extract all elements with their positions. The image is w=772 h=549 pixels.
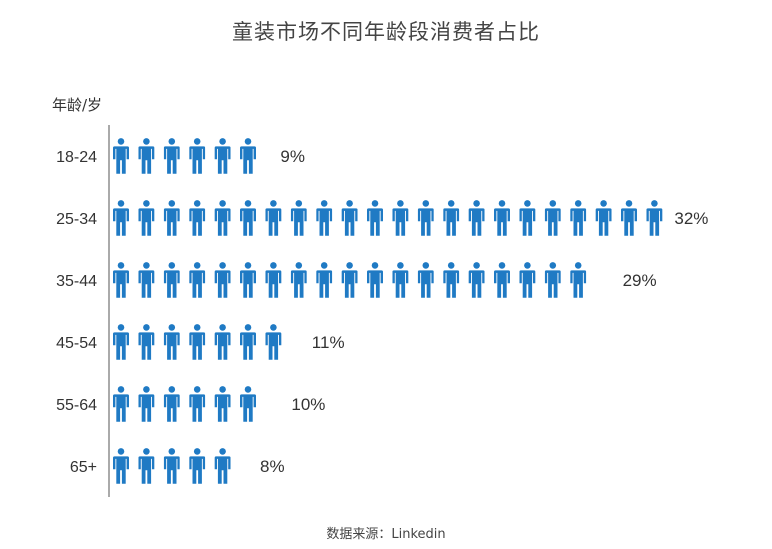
person-icon [519, 200, 536, 236]
person-icon [189, 324, 206, 360]
person-icon [113, 200, 129, 236]
person-icon [417, 200, 434, 236]
person-icon [163, 200, 180, 236]
person-icon [570, 200, 587, 236]
tick-label: 18-24 [56, 149, 97, 166]
source-note: 数据来源：Linkedin [326, 527, 446, 542]
person-icon [214, 200, 231, 236]
person-icon [113, 386, 129, 422]
person-icon [367, 200, 383, 236]
tick-label: 35-44 [56, 273, 97, 290]
person-icon [138, 386, 155, 422]
person-icon [443, 200, 460, 236]
person-icon [214, 386, 231, 422]
person-icon [392, 262, 409, 298]
person-icon [138, 262, 155, 298]
person-icon [367, 262, 383, 298]
person-icon [189, 200, 206, 236]
person-icon [265, 200, 282, 236]
person-icon [113, 448, 129, 484]
data-label: 29% [623, 271, 657, 290]
person-icon [163, 138, 180, 174]
tick-label: 65+ [70, 459, 97, 476]
person-icon [113, 324, 129, 360]
y-axis-label: 年龄/岁 [52, 96, 103, 114]
person-icon [240, 386, 256, 422]
person-icon [163, 386, 180, 422]
person-icon [189, 138, 206, 174]
tick-label: 45-54 [56, 335, 97, 352]
person-icon [621, 200, 637, 236]
person-icon [214, 324, 231, 360]
person-icon [468, 262, 485, 298]
person-icon [341, 262, 358, 298]
person-icon [595, 200, 612, 236]
person-icon [494, 262, 510, 298]
person-icon [189, 262, 206, 298]
person-icon [189, 448, 206, 484]
person-icon [392, 200, 409, 236]
person-icon [113, 138, 129, 174]
person-icon [138, 324, 155, 360]
person-icon-partial [290, 324, 300, 360]
person-icon [265, 324, 282, 360]
person-icon [494, 200, 510, 236]
person-icon [265, 262, 282, 298]
person-icon [443, 262, 460, 298]
person-icon [519, 262, 536, 298]
person-icon [544, 200, 561, 236]
person-icon [290, 200, 307, 236]
person-icon [214, 138, 231, 174]
person-icon [214, 262, 231, 298]
data-label: 9% [280, 147, 305, 166]
person-icon-partial [265, 138, 269, 174]
person-icon [240, 200, 256, 236]
person-icon [290, 262, 307, 298]
person-icon [468, 200, 485, 236]
person-icon [417, 262, 434, 298]
data-label: 10% [291, 395, 325, 414]
person-icon [214, 448, 231, 484]
person-icon [240, 324, 256, 360]
person-icon [570, 262, 587, 298]
person-icon-partial [265, 386, 280, 422]
person-icon-partial [240, 448, 248, 484]
person-icon [646, 200, 663, 236]
tick-label: 55-64 [56, 397, 97, 414]
data-label: 11% [312, 333, 345, 352]
person-icon [138, 138, 155, 174]
person-icon [240, 138, 256, 174]
chart-title: 童装市场不同年龄段消费者占比 [232, 20, 540, 44]
person-icon-partial [595, 262, 611, 298]
person-icon [189, 386, 206, 422]
person-icon [316, 262, 333, 298]
person-icon [138, 200, 155, 236]
data-label: 32% [674, 209, 708, 228]
person-icon [341, 200, 358, 236]
data-label: 8% [260, 457, 285, 476]
person-icon [163, 262, 180, 298]
tick-label: 25-34 [56, 211, 97, 228]
person-icon [163, 448, 180, 484]
person-icon [163, 324, 180, 360]
person-icon [113, 262, 129, 298]
person-icon [316, 200, 333, 236]
person-icon [544, 262, 561, 298]
person-icon [138, 448, 155, 484]
person-icon [240, 262, 256, 298]
